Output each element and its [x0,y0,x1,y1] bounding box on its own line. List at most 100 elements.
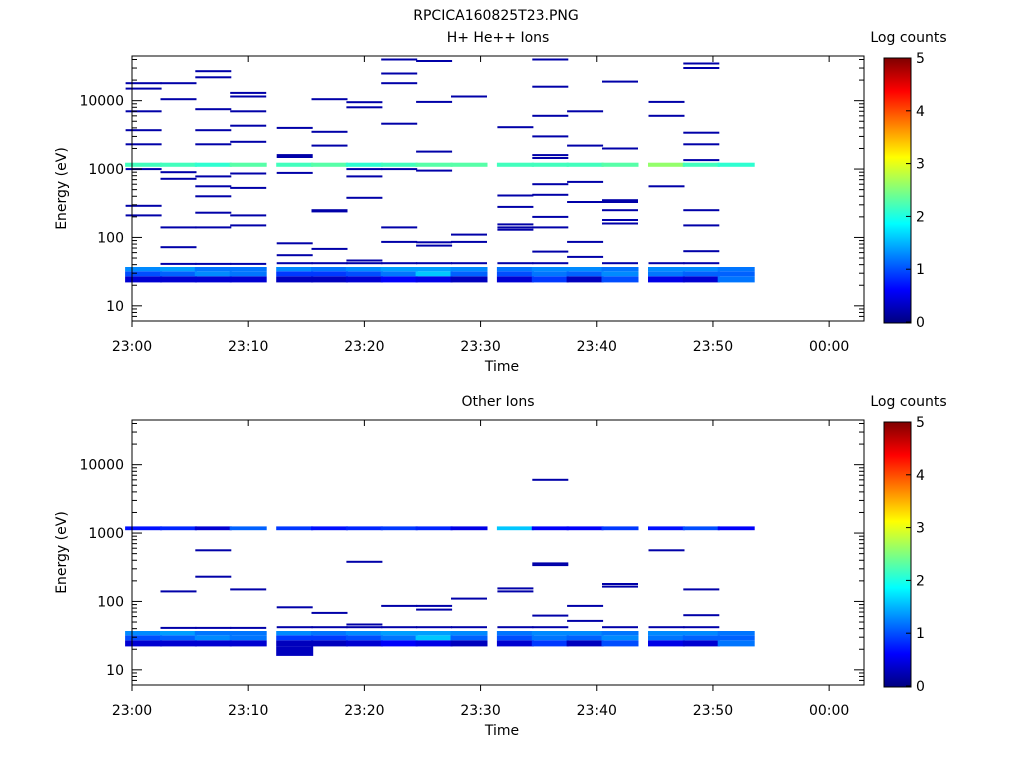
count-line [160,171,197,174]
heatmap-cell [160,526,197,531]
count-line [195,70,232,73]
count-line [346,623,383,626]
count-line [195,108,232,111]
heatmap-cell [345,640,383,647]
heatmap-cell [160,635,197,641]
count-line [276,606,313,609]
heatmap-cell [648,267,685,272]
count-line [346,175,383,178]
heatmap-cell [125,526,163,531]
count-line [346,259,383,262]
heatmap-cell [276,526,314,531]
count-line [532,114,569,117]
count-line [125,143,162,146]
y-tick-label: 100 [97,230,124,246]
count-line [276,626,313,629]
count-line [683,626,720,629]
heatmap-cell [601,640,639,647]
colorbar-tick-label: 1 [916,262,925,278]
colorbar-label: Log counts [870,394,946,410]
heatmap-cell [717,635,755,641]
count-line [230,186,267,189]
heatmap-cell [531,526,569,531]
heatmap-cell [566,271,604,277]
heatmap-cell [682,635,720,641]
heatmap-cell [450,271,488,277]
count-line [160,98,197,101]
count-line [195,226,232,229]
heatmap-cell [345,526,383,531]
heatmap-cell [345,162,383,167]
heatmap-cell [566,526,604,531]
count-line [497,126,534,129]
heatmap-cell [160,267,197,272]
count-line [230,95,267,98]
count-line [416,608,453,611]
heatmap-cell [496,526,534,531]
count-line [567,604,604,607]
count-line [451,233,487,236]
x-tick-label: 23:30 [460,703,500,719]
heatmap-cell [160,276,197,283]
count-line [683,250,720,253]
heatmap-cell [194,635,232,641]
heatmap-cell [276,162,314,167]
heatmap-cell [380,640,418,647]
heatmap-cell [229,635,267,641]
count-line [532,135,569,138]
heatmap-cell [345,631,383,636]
heatmap-cell [496,271,534,277]
count-line [497,626,534,629]
count-line [381,82,418,85]
count-line [125,204,162,207]
heatmap-cell [125,267,163,272]
count-line [160,82,197,85]
count-line [230,214,267,217]
heatmap-cell [531,267,569,272]
heatmap-cell [125,271,163,277]
colorbar-tick-label: 0 [916,315,925,331]
heatmap-cell [311,162,348,167]
heatmap-cell [531,162,569,167]
count-line [683,67,720,69]
heatmap-cell [194,526,232,531]
heatmap-cell [601,271,639,277]
heatmap-cell [566,267,604,272]
count-line [276,126,313,129]
heatmap-cell [229,631,267,636]
heatmap-cell [450,635,488,641]
count-line [567,240,604,243]
count-line [416,60,453,62]
heatmap-cell [276,646,314,656]
heatmap-cell [566,631,604,636]
count-line [683,131,720,134]
heatmap-cell [160,631,197,636]
heatmap-cell [380,635,418,641]
heatmap-cell [682,162,720,167]
heatmap-cell [717,276,755,283]
count-line [532,226,569,229]
count-line [532,614,569,617]
count-line [160,177,197,180]
heatmap-cell [450,640,488,647]
count-line [381,168,418,171]
count-line [381,262,418,265]
count-line [230,172,267,175]
x-tick-label: 23:00 [112,703,152,719]
count-line [416,150,453,153]
heatmap-cell [380,271,418,277]
x-tick-label: 23:20 [344,339,384,355]
count-line [311,98,348,101]
count-line [125,129,162,132]
heatmap-cell [311,276,348,283]
count-line [497,205,534,208]
heatmap-cell [276,640,314,647]
count-line [125,82,162,85]
count-line [416,241,453,244]
count-line [567,144,604,147]
count-line [311,247,348,250]
heatmap-cell [717,162,755,167]
count-line [195,262,232,265]
heatmap-cell [415,267,453,272]
heatmap-cell [648,271,685,277]
